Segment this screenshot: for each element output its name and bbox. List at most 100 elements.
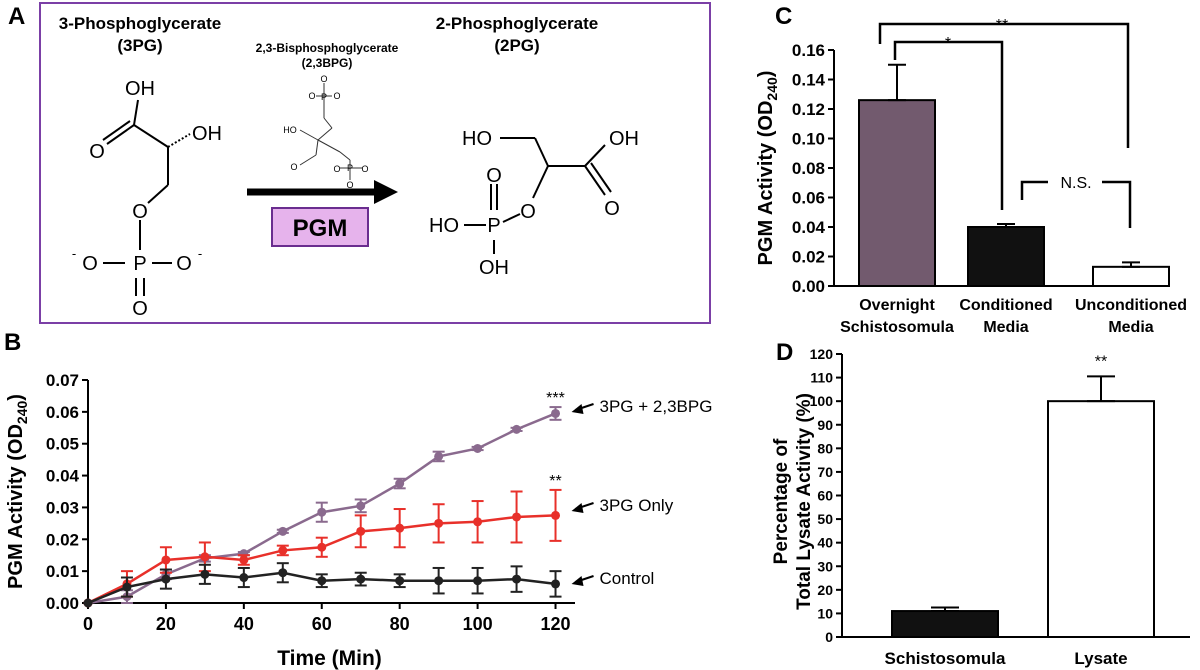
- chart-d: 0 10 20 30 40 50 60 70 80 90 100 110 120 Percentage o…: [771, 346, 1190, 668]
- significance-label: **: [996, 17, 1008, 34]
- structure-2pg-atoms: HO OH O O P O HO OH: [429, 128, 639, 279]
- data-point: [239, 573, 249, 583]
- legend-arrowhead: [571, 404, 584, 414]
- significance-bracket: [1102, 180, 1132, 228]
- panel-label-d: D: [776, 339, 793, 366]
- y-tick-label: 0.00: [792, 277, 825, 296]
- x-axis-title: Time (Min): [277, 647, 382, 670]
- y-tick-label: 0.00: [46, 594, 79, 613]
- x-category-label: Media: [1108, 319, 1153, 336]
- svg-text:HO: HO: [429, 215, 459, 237]
- svg-text:O: O: [520, 201, 536, 223]
- data-point: [122, 582, 132, 592]
- structure-23bpg: [299, 83, 362, 180]
- data-point: [395, 479, 405, 489]
- significance-bracket: [1020, 180, 1048, 200]
- y-tick-label: 50: [817, 511, 833, 527]
- svg-text:-: -: [198, 246, 202, 261]
- structure-3pg: [102, 99, 191, 296]
- y-tick-label: 0.05: [46, 435, 79, 454]
- bar: [891, 610, 999, 639]
- y-tick-label: 30: [817, 558, 833, 574]
- x-tick-label: 120: [540, 614, 570, 634]
- reactant-abbr: (3PG): [117, 36, 162, 55]
- data-point: [512, 512, 522, 522]
- svg-text:P: P: [321, 92, 327, 102]
- enzyme-label: PGM: [293, 215, 348, 242]
- y-tick-label: 80: [817, 440, 833, 456]
- chart-b: 0.00 0.01 0.02 0.03 0.04 0.05 0.06 0.07 0 20 40 60 8…: [5, 371, 712, 670]
- y-tick-label: 60: [817, 488, 833, 504]
- data-point: [83, 598, 93, 608]
- structure-2pg: [464, 137, 612, 254]
- svg-text:OH: OH: [125, 78, 155, 100]
- reactant-name: 3-Phosphoglycerate: [59, 14, 222, 33]
- y-tick-label: 100: [810, 393, 834, 409]
- data-point: [434, 518, 444, 528]
- svg-text:O: O: [290, 162, 297, 172]
- structure-3pg-atoms: OH OH O O P O - O - O: [72, 78, 222, 320]
- y-tick-label: 0.02: [792, 248, 825, 267]
- significance-bracket: [893, 40, 1004, 210]
- y-tick-label: 40: [817, 535, 833, 551]
- data-point: [239, 555, 249, 565]
- svg-text:OH: OH: [609, 128, 639, 150]
- legend-label: 3PG + 2,3BPG: [600, 397, 713, 416]
- y-axis-title-line1: Percentage of: [771, 438, 792, 564]
- y-tick-label: 110: [810, 370, 833, 386]
- y-tick-label: 0.06: [46, 403, 79, 422]
- x-tick-label: 20: [156, 614, 176, 634]
- x-tick-label: 60: [312, 614, 332, 634]
- data-point: [551, 579, 561, 589]
- data-point: [395, 523, 405, 533]
- data-point: [356, 574, 366, 584]
- significance-label: N.S.: [1060, 175, 1091, 192]
- data-point: [473, 517, 483, 527]
- svg-text:O: O: [308, 91, 315, 101]
- data-point: [317, 507, 327, 517]
- y-tick-label: 0.01: [46, 562, 79, 581]
- x-tick-label: 100: [463, 614, 493, 634]
- y-tick-label: 0.10: [792, 130, 825, 149]
- y-axis-title: PGM Activity (OD240): [5, 394, 30, 589]
- panel-label-b: B: [4, 329, 21, 356]
- significance-bracket: [878, 22, 1130, 148]
- y-tick-label: 0.12: [792, 100, 825, 119]
- y-tick-label: 0.08: [792, 159, 825, 178]
- significance-annotation: **: [549, 473, 561, 490]
- data-point: [161, 574, 171, 584]
- svg-text:O: O: [486, 165, 502, 187]
- data-point: [434, 576, 444, 586]
- x-category-label: Unconditioned: [1075, 297, 1187, 314]
- svg-text:P: P: [347, 163, 353, 173]
- svg-text:O: O: [89, 141, 105, 163]
- chart-c: 0.00 0.02 0.04 0.06 0.08 0.10 0.12 0.14 0.16 PGM …: [755, 17, 1187, 336]
- data-point: [278, 526, 288, 536]
- data-point: [551, 510, 561, 520]
- svg-text:O: O: [82, 253, 98, 275]
- series-line-1: [87, 514, 556, 605]
- y-tick-label: 0.03: [46, 498, 79, 517]
- y-tick-label: 0.16: [792, 41, 825, 60]
- data-point: [473, 576, 483, 586]
- y-tick-label: 0.14: [792, 71, 826, 90]
- bar: [1092, 265, 1170, 288]
- y-tick-label: 0: [825, 629, 833, 645]
- data-point: [473, 443, 483, 453]
- bar: [858, 99, 936, 288]
- y-tick-label: 0.07: [46, 371, 79, 390]
- x-category-label: Conditioned: [959, 297, 1052, 314]
- x-category-label: Overnight: [859, 297, 935, 314]
- svg-text:HO: HO: [462, 128, 492, 150]
- svg-text:OH: OH: [479, 257, 509, 279]
- panel-a-border: [39, 2, 711, 324]
- x-tick-label: 40: [234, 614, 254, 634]
- data-point: [356, 501, 366, 511]
- svg-text:O: O: [604, 198, 620, 220]
- y-tick-label: 120: [810, 346, 834, 362]
- x-category-label: Lysate: [1074, 649, 1127, 668]
- structure-23bpg-atoms: P O O O HO O P O O O: [283, 74, 368, 190]
- svg-text:OH: OH: [192, 123, 222, 145]
- enzyme-box: [271, 207, 369, 247]
